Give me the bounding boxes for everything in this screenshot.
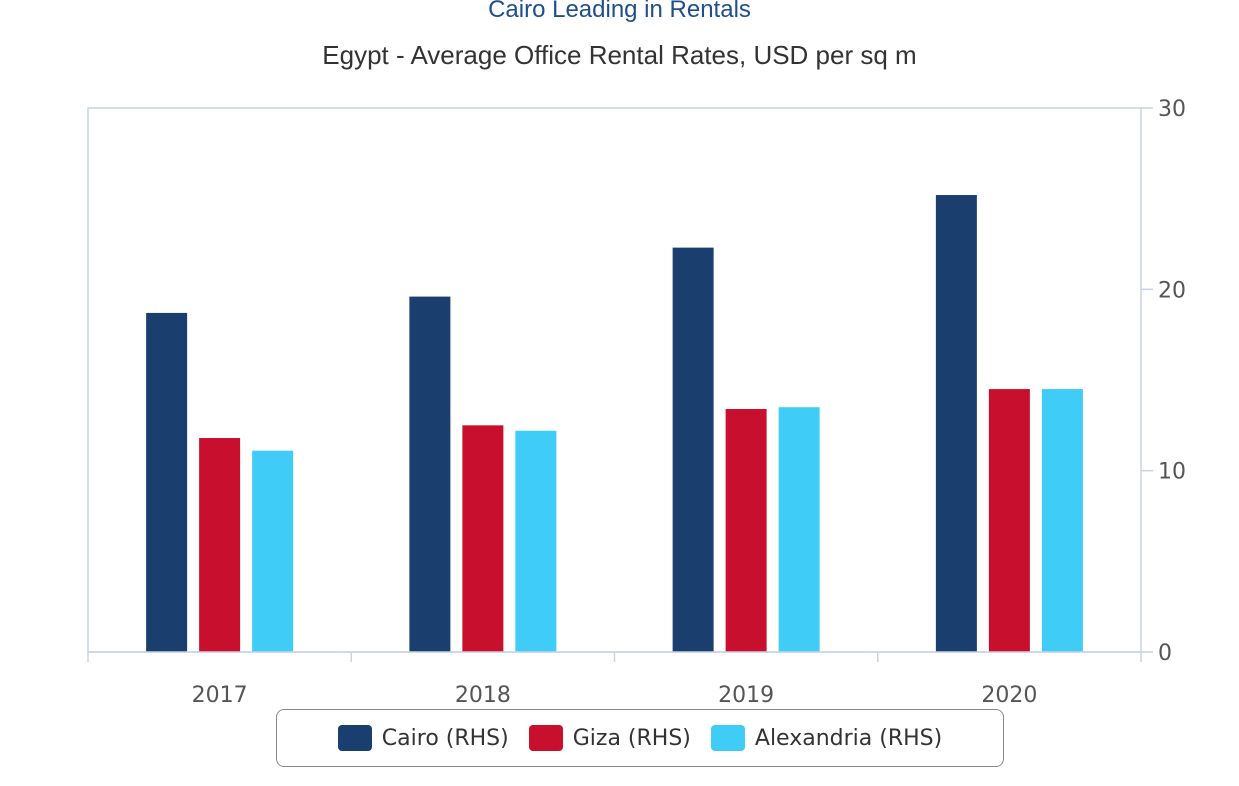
legend-label-cairo: Cairo (RHS) xyxy=(381,725,509,751)
x-tick-label: 2018 xyxy=(455,683,511,708)
chart-subtitle: Egypt - Average Office Rental Rates, USD… xyxy=(322,40,917,70)
x-tick-label: 2017 xyxy=(192,683,248,708)
legend-item-alexandria[interactable]: Alexandria (RHS) xyxy=(710,725,943,751)
legend-swatch-alexandria xyxy=(710,725,745,751)
y-tick-label: 10 xyxy=(1158,460,1186,485)
bar-giza-2017[interactable] xyxy=(199,438,241,652)
bar-giza-2020[interactable] xyxy=(988,389,1030,652)
bar-alexandria-2019[interactable] xyxy=(778,407,820,652)
legend-swatch-giza xyxy=(528,725,563,751)
plot-area xyxy=(87,107,1142,653)
bar-giza-2019[interactable] xyxy=(725,409,767,652)
legend-label-giza: Giza (RHS) xyxy=(572,725,691,751)
y-tick-label: 20 xyxy=(1158,278,1186,303)
bar-cairo-2018[interactable] xyxy=(409,296,451,652)
x-tick-label: 2020 xyxy=(981,683,1037,708)
bar-cairo-2020[interactable] xyxy=(935,195,977,653)
legend-item-giza[interactable]: Giza (RHS) xyxy=(528,725,691,751)
bar-alexandria-2020[interactable] xyxy=(1041,389,1083,652)
y-tick-label: 0 xyxy=(1158,641,1172,666)
x-tick-label: 2019 xyxy=(718,683,774,708)
legend: Cairo (RHS) Giza (RHS) Alexandria (RHS) xyxy=(276,709,1004,767)
legend-item-cairo[interactable]: Cairo (RHS) xyxy=(337,725,509,751)
legend-label-alexandria: Alexandria (RHS) xyxy=(754,725,943,751)
bar-cairo-2017[interactable] xyxy=(146,312,188,652)
bar-cairo-2019[interactable] xyxy=(672,247,714,653)
bar-giza-2018[interactable] xyxy=(462,425,504,652)
y-tick-label: 30 xyxy=(1158,97,1186,122)
legend-swatch-cairo xyxy=(337,725,372,751)
bar-alexandria-2017[interactable] xyxy=(252,450,294,652)
chart-title: Cairo Leading in Rentals xyxy=(488,0,751,23)
bar-alexandria-2018[interactable] xyxy=(515,430,557,652)
